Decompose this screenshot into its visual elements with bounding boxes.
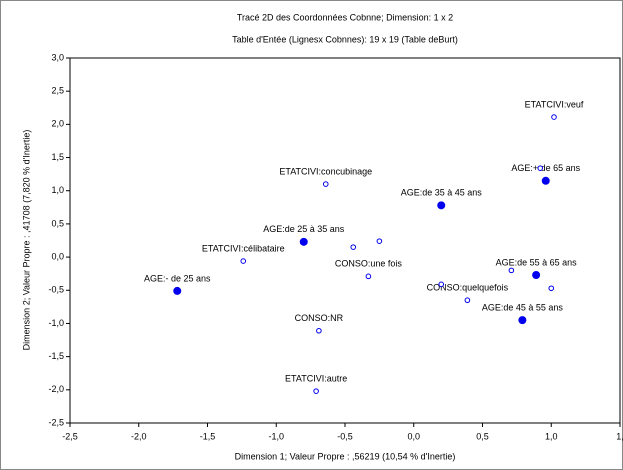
point-label: ETATCIVI:concubinage [279, 166, 372, 176]
point-label: AGE:de 55 à 65 ans [496, 257, 578, 267]
point [299, 237, 308, 246]
point-label: AGE:de 35 à 45 ans [401, 188, 483, 198]
point-label: ETATCIVI:autre [285, 374, 347, 384]
point-label: AGE:- de 25 ans [144, 273, 211, 283]
x-tick-label: 0,0 [407, 431, 420, 441]
point [508, 267, 515, 274]
point [537, 165, 544, 171]
point-label: AGE:de 25 à 35 ans [263, 224, 345, 234]
point-label: CONSO:une fois [335, 259, 403, 269]
point [437, 201, 446, 210]
point [551, 114, 557, 120]
y-tick-label: 1,0 [51, 185, 64, 195]
point [350, 244, 357, 250]
point [365, 273, 372, 280]
y-tick-label: -2,5 [48, 417, 64, 427]
x-tick-label: -1,5 [200, 431, 216, 441]
point [438, 281, 445, 288]
point [541, 176, 550, 185]
y-tick-label: 3,0 [51, 52, 64, 62]
x-tick-label: 0,5 [476, 431, 489, 441]
y-tick-label: 2,0 [51, 119, 64, 129]
y-tick-label: -1,0 [48, 318, 64, 328]
point [322, 181, 329, 187]
y-tick-label: 0,0 [51, 251, 64, 261]
point [548, 285, 555, 292]
y-tick-label: -1,5 [48, 351, 64, 361]
point [316, 327, 322, 334]
x-tick-label: -0,5 [337, 431, 353, 441]
y-tick-label: 2,5 [51, 86, 64, 96]
point [173, 286, 182, 295]
x-axis-label: Dimension 1; Valeur Propre : ,56219 (10,… [235, 451, 456, 461]
y-tick-label: -2,0 [48, 384, 64, 394]
point [313, 388, 319, 394]
chart-subtitle: Table d'Entée (Lignesx Cobnnes): 19 x 19… [232, 34, 458, 44]
point [376, 238, 383, 244]
chart-title: Tracé 2D des Coordonnées Cobnne; Dimensi… [237, 12, 453, 22]
point-label: ETATCIVI:veuf [525, 99, 584, 109]
y-axis-label: Dimension 2; Valeur Propre : ,41708 (7,8… [21, 130, 31, 351]
point-label: CONSO:quelquefois [427, 283, 509, 293]
y-tick-label: 0,5 [51, 218, 64, 228]
x-tick-label: -2,5 [62, 431, 78, 441]
y-tick-label: 1,5 [51, 152, 64, 162]
point [464, 297, 471, 304]
point-label: AGE:de 45 à 55 ans [482, 303, 564, 313]
x-tick-label: -1,0 [268, 431, 284, 441]
point-label: CONSO:NR [295, 313, 344, 323]
point [532, 271, 541, 280]
x-tick-label: -2,0 [131, 431, 147, 441]
y-tick-label: -0,5 [48, 285, 64, 295]
point [240, 258, 247, 264]
point [518, 316, 527, 325]
point-label: ETATCIVI:célibataire [202, 243, 285, 253]
x-tick-label: 1,0 [545, 431, 558, 441]
x-tick-label: 1, [616, 431, 623, 441]
point-label: AGE:+ de 65 ans [511, 163, 580, 173]
